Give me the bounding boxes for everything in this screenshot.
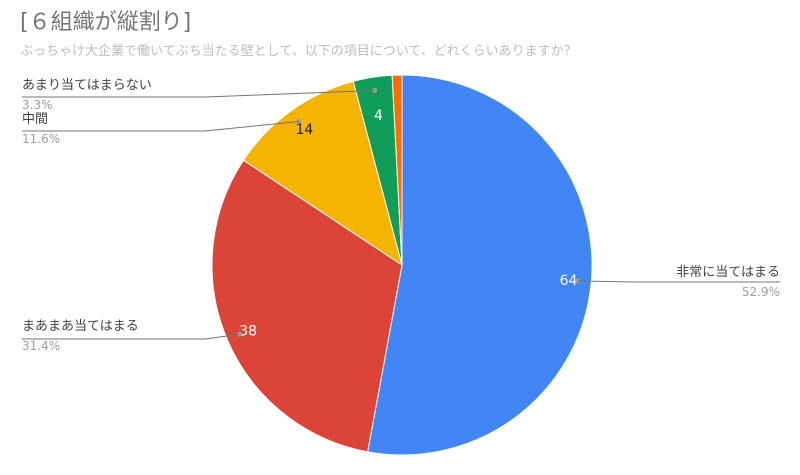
slice-value-label: 64: [560, 273, 578, 289]
chart-subtitle: ぶっちゃけ大企業で働いてぶち当たる壁として、以下の項目について、どれくらいありま…: [20, 44, 577, 59]
leader-line: [22, 89, 375, 98]
slice-value-label: 4: [374, 108, 383, 124]
pie-slice: [211, 159, 403, 453]
slice-category-label: 中間: [22, 112, 48, 127]
slice-value-label: 14: [296, 122, 314, 138]
leader-line: [22, 121, 299, 132]
leader-line: [577, 280, 780, 283]
slice-percent-label: 52.9%: [742, 285, 780, 299]
slice-category-label: 非常に当てはまる: [676, 265, 780, 280]
leader-line: [22, 333, 240, 340]
slice-category-label: あまり当てはまらない: [22, 78, 152, 93]
slice-percent-label: 11.6%: [22, 132, 60, 146]
slice-percent-label: 3.3%: [22, 98, 53, 112]
slice-category-label: まあまあ当てはまる: [22, 319, 139, 334]
slice-value-label: 38: [239, 323, 257, 339]
pie-slice: [391, 74, 403, 266]
slice-percent-label: 31.4%: [22, 339, 60, 353]
pie-slice: [242, 80, 403, 267]
pie-slice: [367, 74, 593, 456]
chart-title: [６組織が縦割り]: [20, 10, 192, 35]
